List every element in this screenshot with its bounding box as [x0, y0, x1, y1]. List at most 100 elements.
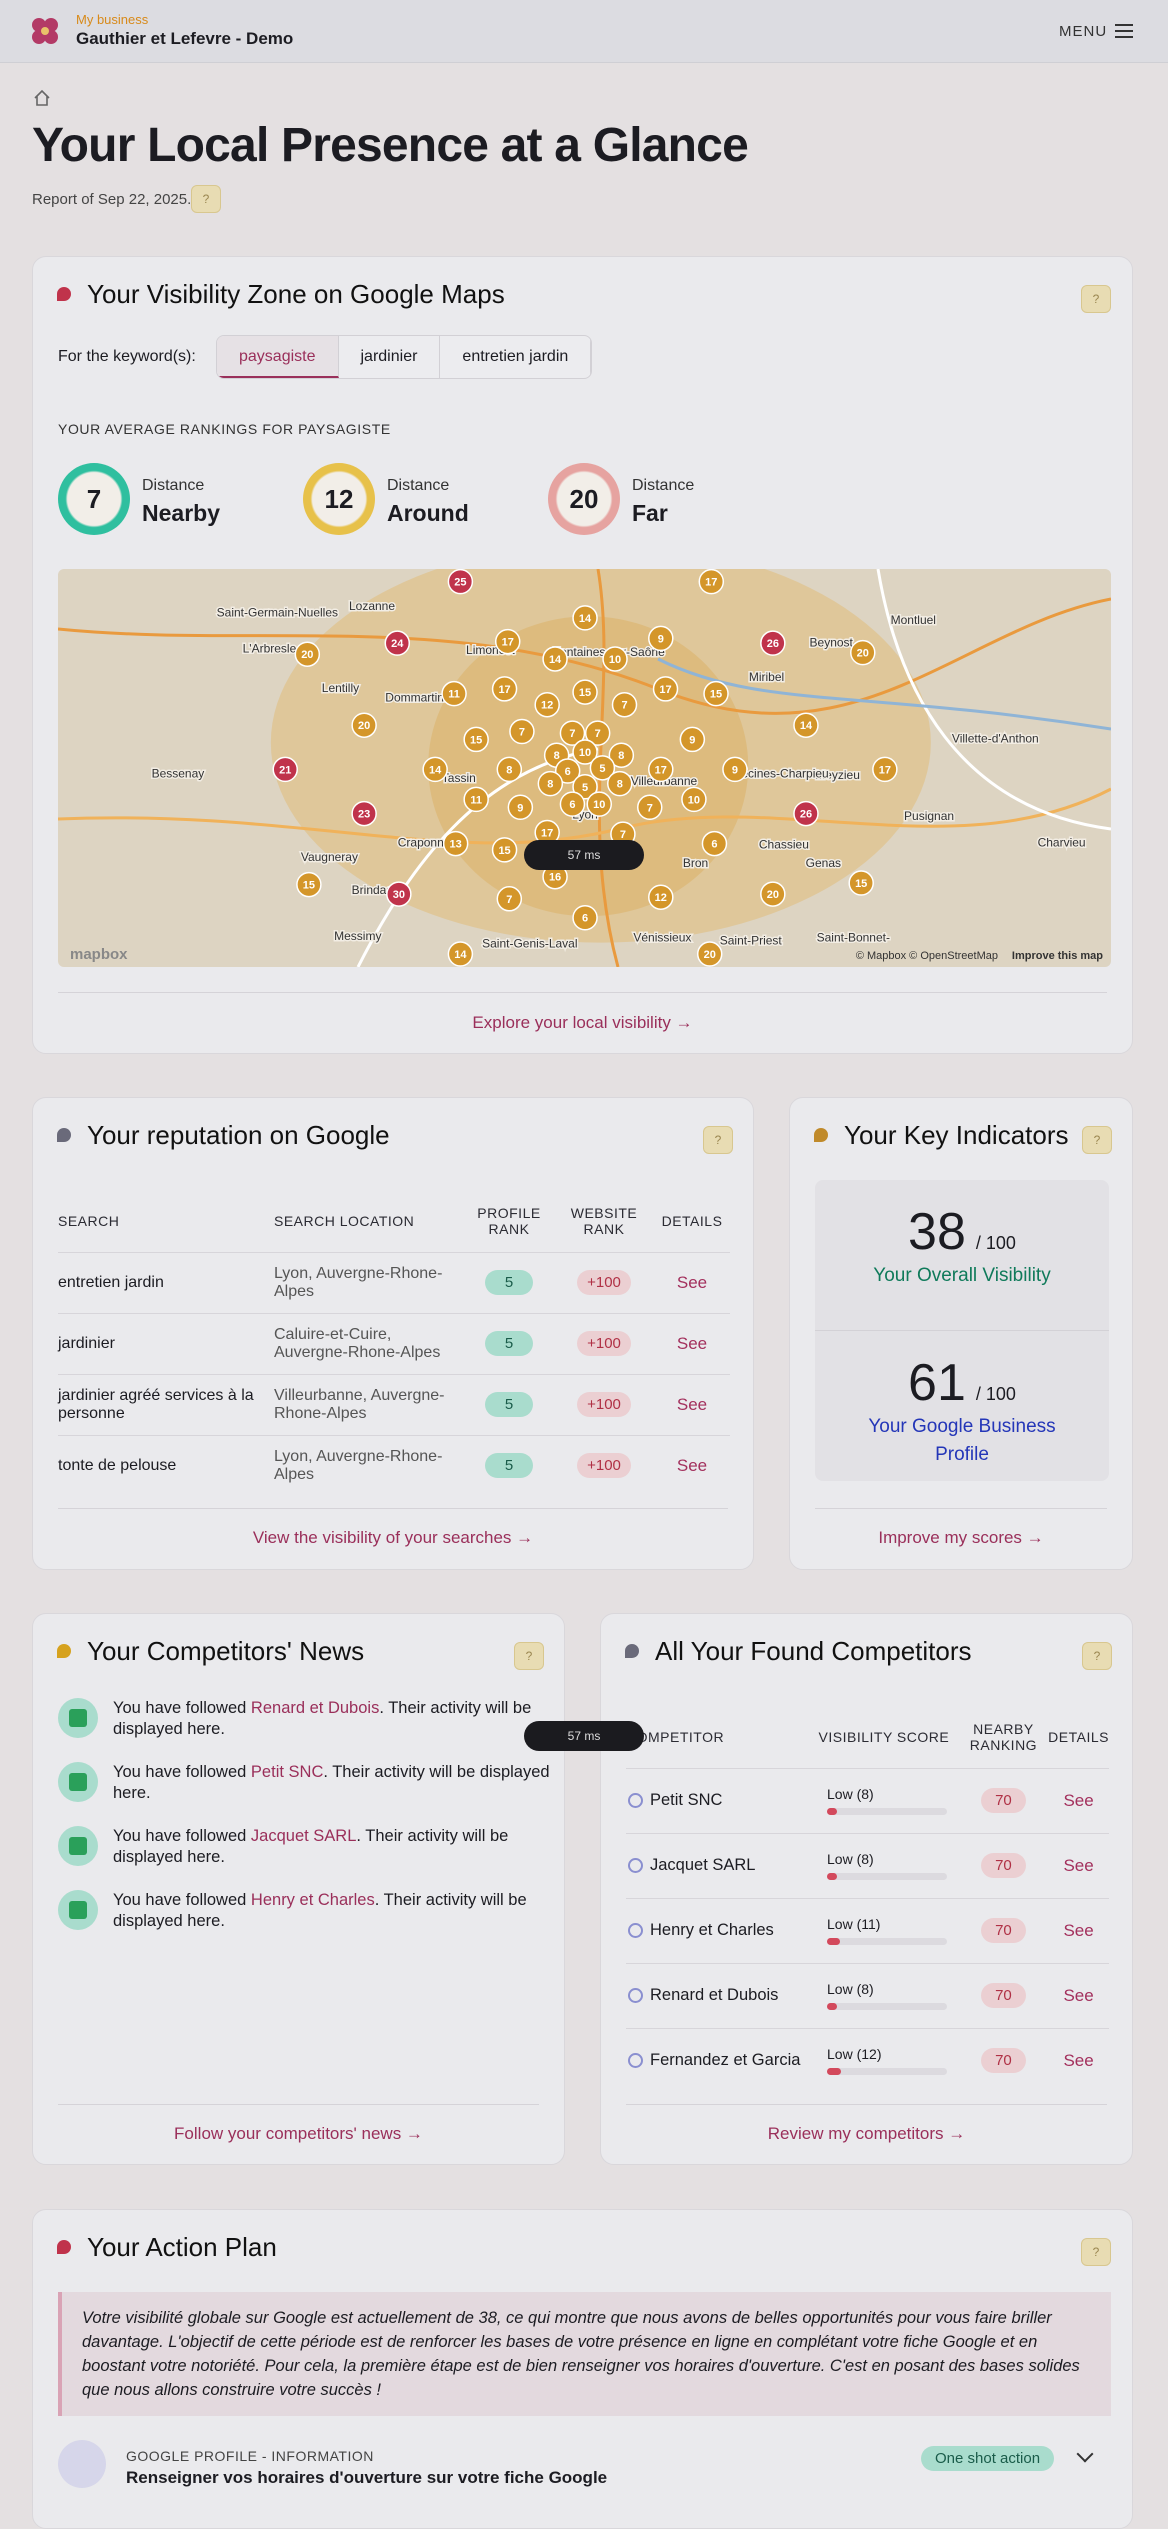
competitors-link[interactable]: Review my competitors →: [767, 2124, 966, 2143]
map-pin: [793, 712, 819, 738]
map-logo: mapbox: [70, 946, 128, 963]
details-link[interactable]: See: [1063, 1985, 1094, 2005]
menu-button[interactable]: MENU: [1059, 23, 1108, 40]
keyword-tab[interactable]: jardinier: [339, 336, 441, 378]
help-button[interactable]: ?: [514, 1642, 544, 1670]
map-pin: [447, 941, 474, 967]
plan-badge: One shot action: [921, 2446, 1055, 2471]
map-pin: [611, 691, 638, 718]
details-link[interactable]: See: [1063, 1920, 1094, 1940]
card-title: Your Action Plan: [87, 2232, 277, 2262]
competitor-cell: Petit SNC: [626, 1768, 809, 1833]
competitor-icon: [628, 2052, 643, 2068]
website-rank: +100: [577, 1392, 631, 1417]
map-pin: [760, 630, 786, 656]
indicator: 38 / 100 Your Overall Visibility: [815, 1180, 1109, 1330]
home-icon[interactable]: [32, 88, 52, 108]
help-button[interactable]: ?: [1081, 2238, 1111, 2266]
table-row: jardinier agréé services à la personne Vi…: [58, 1374, 730, 1435]
pin-label: 26: [767, 638, 779, 650]
explore-link[interactable]: Explore your local visibility →: [472, 1013, 693, 1032]
pin-label: 17: [502, 637, 514, 649]
details-cell: See: [1048, 1768, 1109, 1833]
menu-icon[interactable]: [1114, 23, 1134, 39]
ranking-cell: 70: [959, 1833, 1048, 1898]
competitor-name: Petit SNC: [650, 1791, 723, 1809]
map-place: Vénissieux: [633, 930, 691, 944]
map-pin: [760, 881, 786, 907]
reputation-link[interactable]: View the visibility of your searches →: [252, 1528, 534, 1547]
pin-label: 9: [689, 734, 695, 746]
card-title: Your Competitors' News: [87, 1636, 365, 1666]
news-competitor[interactable]: Henry et Charles: [250, 1891, 375, 1909]
indicator-label: Your Google Business Profile: [868, 1416, 1056, 1465]
details-link[interactable]: See: [676, 1455, 708, 1475]
news-competitor[interactable]: Jacquet SARL: [250, 1827, 357, 1845]
visibility-bar: [827, 1938, 841, 1945]
map-pin: [652, 676, 679, 702]
map-pin: [386, 881, 412, 907]
pin-label: 10: [579, 747, 591, 759]
map-pin: [542, 646, 568, 672]
help-button[interactable]: ?: [703, 1126, 733, 1154]
visibility-cell: Low (11): [809, 1898, 959, 1963]
competitor-name: Fernandez et Garcia: [650, 2051, 801, 2070]
pin-label: 14: [579, 613, 592, 625]
check-icon: [69, 1709, 87, 1727]
details-link[interactable]: See: [1063, 1855, 1094, 1875]
help-button[interactable]: ?: [191, 185, 221, 213]
indicator-score: 61: [908, 1354, 966, 1412]
news-text: You have followed Renard et Dubois. Thei…: [113, 1698, 553, 1740]
map-pin: [442, 830, 469, 857]
pin-label: 17: [541, 828, 553, 840]
pin-label: 15: [710, 689, 722, 701]
details-link[interactable]: See: [1063, 1790, 1094, 1810]
map-pin: [491, 676, 518, 702]
map-pin: [463, 726, 489, 753]
pin-label: 24: [391, 638, 404, 650]
visibility-track: [827, 2003, 948, 2010]
separator: [58, 2104, 539, 2105]
visibility-cell: Low (8): [809, 1963, 959, 2028]
pin-label: 9: [732, 764, 738, 776]
indicators-link[interactable]: Improve my scores →: [878, 1528, 1044, 1547]
pin-label: 17: [705, 577, 717, 589]
visibility-cell: Low (12): [809, 2028, 959, 2093]
details-link[interactable]: See: [676, 1272, 708, 1292]
map-place: Lozanne: [349, 599, 395, 613]
map-place: Bron: [683, 856, 708, 870]
details-link[interactable]: See: [1063, 2050, 1094, 2070]
map-pin: [496, 756, 523, 783]
keyword-tab[interactable]: paysagiste: [217, 336, 339, 378]
keyword-tab[interactable]: entretien jardin: [440, 336, 592, 378]
help-button[interactable]: ?: [1082, 1126, 1112, 1154]
news-link[interactable]: Follow your competitors' news →: [174, 2124, 423, 2143]
map-place: Tassin: [442, 771, 476, 785]
plan-toggle[interactable]: [1076, 2445, 1094, 2463]
help-button[interactable]: ?: [1082, 1642, 1112, 1670]
map-place: Dommartin: [385, 691, 444, 705]
map-pin: [351, 712, 377, 738]
map-attribution: © Mapbox © OpenStreetMap: [856, 950, 998, 962]
news-after: . Their activity will be displayed here.: [113, 1827, 509, 1866]
map-pin: [722, 756, 748, 783]
pin-label: 7: [519, 727, 525, 739]
indicator-score-line: 38 / 100: [815, 1202, 1109, 1262]
news-competitor[interactable]: Renard et Dubois: [250, 1699, 380, 1717]
news-competitor[interactable]: Petit SNC: [250, 1763, 324, 1781]
pin-label: 10: [593, 799, 605, 811]
map-pin: [637, 794, 663, 821]
details-cell: See: [1048, 1833, 1109, 1898]
map-pin: [793, 800, 819, 827]
location-cell: Lyon, Auvergne-Rhone-Alpes: [274, 1447, 443, 1483]
help-button[interactable]: ?: [1081, 285, 1111, 313]
profile-rank: 5: [484, 1331, 534, 1356]
website-rank-cell: +100: [554, 1435, 654, 1496]
competitor-icon: [628, 1987, 643, 2003]
ranking-zone: Far: [632, 500, 668, 526]
details-link[interactable]: See: [676, 1394, 708, 1414]
details-link[interactable]: See: [676, 1333, 708, 1353]
news-card: Your Competitors' News? You have followed…: [32, 1613, 565, 2165]
map-pin: [496, 886, 523, 912]
pin-label: 25: [454, 577, 466, 589]
